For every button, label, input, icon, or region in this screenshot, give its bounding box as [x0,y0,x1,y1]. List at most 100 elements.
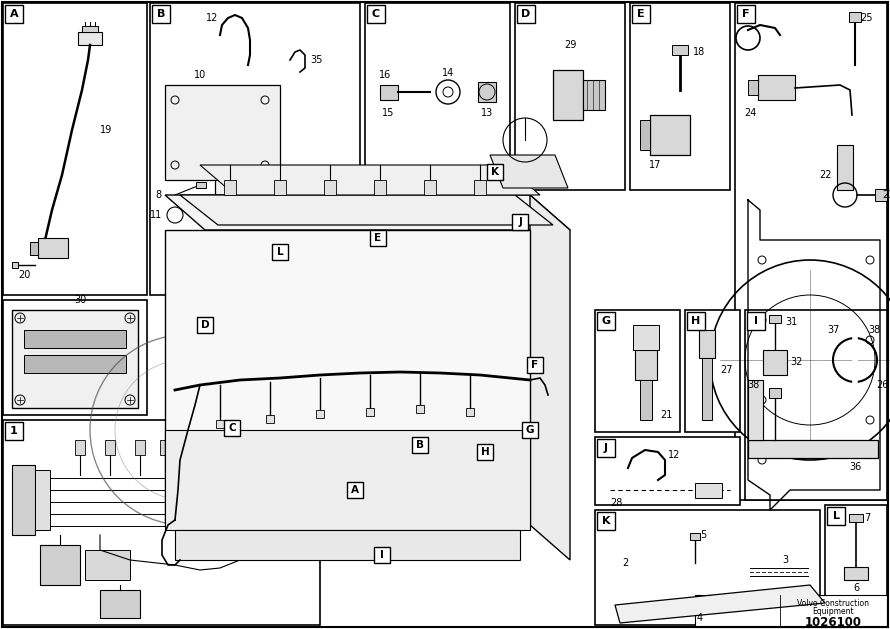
Text: 12: 12 [206,13,218,23]
Bar [747,312,765,330]
Text: K: K [602,516,611,526]
Polygon shape [849,514,863,522]
Text: 22: 22 [820,170,832,180]
Polygon shape [650,115,690,155]
Text: E: E [637,9,645,19]
Polygon shape [78,32,102,45]
Bar [347,482,363,498]
Text: 28: 28 [610,498,622,508]
Text: H: H [481,447,490,457]
Polygon shape [165,195,570,230]
Bar [522,422,538,438]
Polygon shape [672,45,688,55]
Polygon shape [695,483,722,498]
Polygon shape [24,355,126,373]
Text: C: C [372,9,380,19]
Bar [3,300,147,415]
Polygon shape [763,350,787,375]
Text: 38: 38 [748,380,760,390]
Bar [487,164,503,180]
Polygon shape [316,410,324,418]
Text: J: J [518,217,522,227]
Bar [374,547,390,563]
Text: 21: 21 [660,410,672,420]
Polygon shape [100,590,140,618]
Polygon shape [224,180,236,195]
Bar [597,312,615,330]
Polygon shape [374,180,386,195]
Polygon shape [180,195,553,225]
Text: 32: 32 [790,357,803,367]
Text: G: G [602,316,611,326]
Bar [412,437,428,453]
Polygon shape [38,238,68,258]
Text: F: F [742,9,749,19]
Text: 11: 11 [150,210,162,220]
Polygon shape [105,440,115,455]
Polygon shape [690,533,700,540]
Text: 16: 16 [379,70,391,80]
Text: 29: 29 [563,40,576,50]
Bar [150,3,360,295]
Text: 17: 17 [649,160,661,170]
Text: A: A [351,485,359,495]
Polygon shape [274,180,286,195]
Text: Volvo Construction: Volvo Construction [797,599,869,608]
Polygon shape [416,405,424,413]
Text: C: C [228,423,236,433]
Bar [595,510,820,625]
Polygon shape [837,145,853,190]
Text: 24: 24 [744,108,756,118]
Polygon shape [165,85,280,180]
Polygon shape [758,75,795,100]
Bar [737,5,755,23]
Bar [477,444,493,460]
Polygon shape [85,550,130,580]
Bar [745,310,887,500]
Polygon shape [849,12,861,22]
Bar [3,420,320,625]
Text: I: I [380,550,384,560]
Polygon shape [225,440,235,455]
Bar [597,439,615,457]
Text: L: L [832,511,839,521]
Text: 20: 20 [18,270,30,280]
Text: 1: 1 [10,426,18,436]
Polygon shape [380,85,398,100]
Polygon shape [553,70,583,120]
Bar [825,505,887,625]
Text: 2: 2 [622,558,628,568]
Polygon shape [40,545,80,585]
Bar [595,310,680,432]
Text: Diesel-Engines: Diesel-Engines [216,370,318,384]
Polygon shape [769,315,781,323]
Polygon shape [748,440,878,458]
Bar [595,437,740,505]
Polygon shape [165,230,530,525]
Polygon shape [305,210,318,218]
Bar [3,3,147,295]
Bar [515,3,625,190]
Polygon shape [844,567,868,580]
Text: 26: 26 [736,12,748,22]
Bar [687,312,705,330]
Text: D: D [522,9,530,19]
Bar [5,422,23,440]
Text: 7: 7 [864,513,870,523]
Polygon shape [748,380,763,440]
Text: 9: 9 [227,255,233,265]
Bar [272,244,288,260]
Polygon shape [200,165,540,195]
Text: 14: 14 [441,68,454,78]
Polygon shape [235,195,290,215]
Text: Equipment: Equipment [813,608,854,616]
Polygon shape [160,440,170,455]
Polygon shape [633,325,659,350]
Polygon shape [12,262,18,268]
Text: 5: 5 [700,530,707,540]
Polygon shape [366,408,374,416]
Polygon shape [75,440,85,455]
Bar [632,5,650,23]
Text: F: F [531,360,538,370]
Polygon shape [615,585,825,623]
